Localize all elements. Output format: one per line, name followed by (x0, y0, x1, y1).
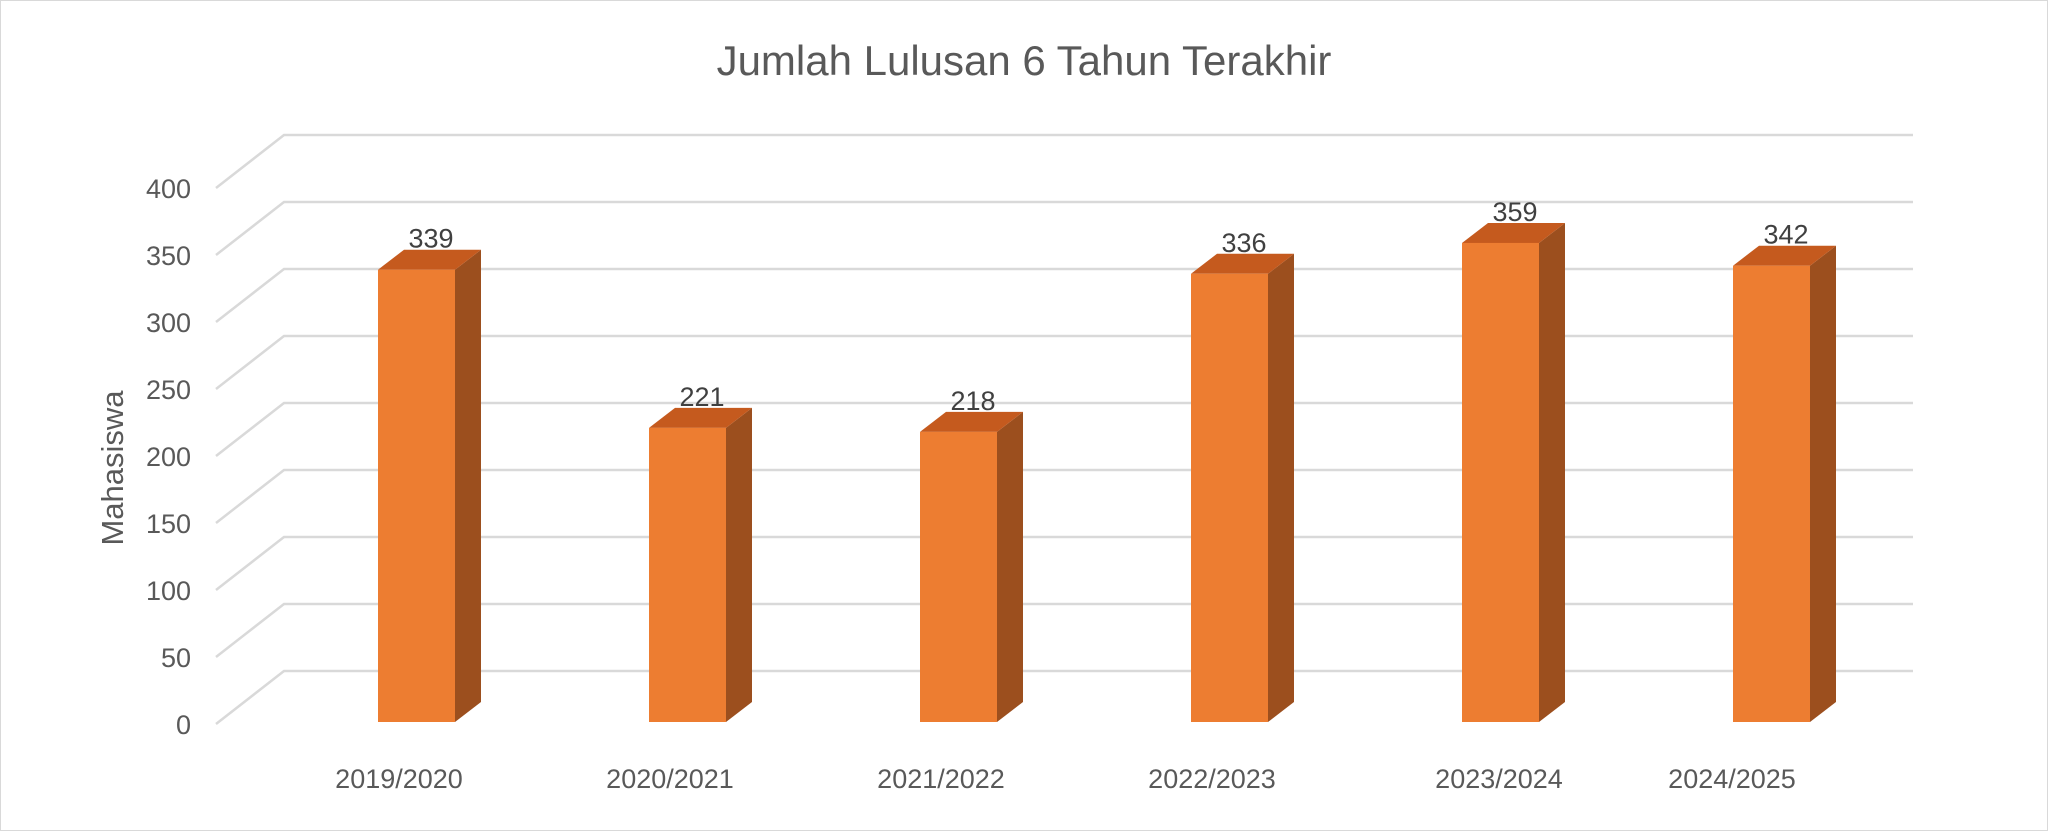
y-tick-label: 0 (176, 710, 191, 740)
x-tick-label: 2020/2021 (606, 764, 734, 794)
data-label: 359 (1492, 197, 1537, 227)
gridline (215, 401, 1913, 457)
bar-top-face (1191, 253, 1294, 274)
bar-top-face (1462, 222, 1565, 243)
y-tick-label: 250 (146, 375, 191, 405)
gridline (215, 535, 1913, 591)
gridline (215, 669, 1913, 725)
y-tick-label: 200 (146, 442, 191, 472)
x-tick-label: 2024/2025 (1668, 764, 1796, 794)
gridline (215, 133, 1913, 189)
bar-side-face (726, 407, 752, 722)
y-tick-label: 350 (146, 241, 191, 271)
bar-front-face (649, 427, 726, 722)
bar-2019/2020 (378, 249, 481, 723)
chart-title: Jumlah Lulusan 6 Tahun Terakhir (717, 37, 1332, 84)
bar-side-face (997, 411, 1023, 722)
bar-2021/2022 (920, 411, 1023, 722)
y-tick-label: 100 (146, 576, 191, 606)
x-tick-label: 2019/2020 (335, 764, 463, 794)
bar-side-face (1268, 253, 1294, 722)
y-tick-label: 400 (146, 174, 191, 204)
x-tick-label: 2023/2024 (1435, 764, 1563, 794)
bar-side-face (1810, 245, 1836, 722)
x-tick-label: 2021/2022 (877, 764, 1005, 794)
gridlines (215, 133, 1913, 725)
y-tick-label: 150 (146, 509, 191, 539)
bar-front-face (1462, 242, 1539, 722)
bar-top-face (920, 411, 1023, 432)
x-tick-label: 2022/2023 (1148, 764, 1276, 794)
bar-2023/2024 (1462, 222, 1565, 722)
y-axis-title: Mahasiswa (95, 390, 130, 546)
y-tick-label: 50 (161, 643, 191, 673)
y-tick-label: 300 (146, 308, 191, 338)
bar-top-face (649, 407, 752, 428)
data-label: 221 (679, 382, 724, 412)
bar-top-face (378, 249, 481, 270)
gridline (215, 468, 1913, 524)
data-labels: 339 221 218 336 359 342 (408, 197, 1808, 416)
gridline (215, 200, 1913, 256)
bar-side-face (1539, 222, 1565, 722)
gridline (215, 602, 1913, 658)
bar-front-face (1733, 265, 1810, 722)
bar-2024/2025 (1733, 245, 1836, 722)
x-axis-tick-labels: 2019/2020 2020/2021 2021/2022 2022/2023 2023… (335, 764, 1796, 794)
bar-top-face (1733, 245, 1836, 266)
bar-front-face (1191, 273, 1268, 722)
data-label: 339 (408, 224, 453, 254)
data-label: 342 (1763, 220, 1808, 250)
bar-2022/2023 (1191, 253, 1294, 722)
bars (378, 222, 1836, 723)
gridline (215, 334, 1913, 390)
bar-side-face (455, 249, 481, 723)
data-label: 218 (950, 386, 995, 416)
bar-2020/2021 (649, 407, 752, 722)
bar-front-face (920, 431, 997, 722)
bar-front-face (378, 269, 455, 722)
data-label: 336 (1221, 228, 1266, 258)
gridline (215, 267, 1913, 323)
y-axis-tick-labels: 0 50 100 150 200 250 300 350 400 (146, 174, 191, 740)
